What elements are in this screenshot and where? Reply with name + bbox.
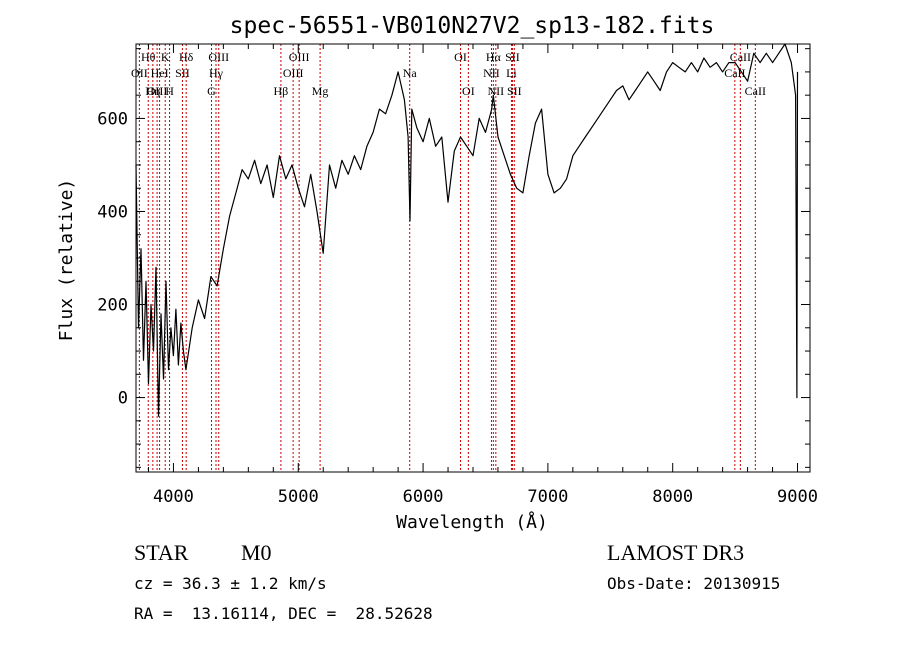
- obs-date-label: Obs-Date: 20130915: [607, 574, 780, 593]
- line-marker-label: Hβ: [274, 84, 289, 98]
- line-marker-label: K: [161, 50, 170, 64]
- x-axis: 4000 5000 6000 7000 8000 9000: [147, 44, 818, 507]
- line-marker-label: OIII: [208, 50, 229, 64]
- x-tick-label: 9000: [777, 487, 818, 507]
- line-marker-label: CaII: [730, 50, 751, 64]
- x-axis-label: Wavelength (Å): [396, 511, 548, 533]
- line-marker-label: Hδ: [179, 50, 194, 64]
- y-tick-label: 400: [97, 202, 128, 222]
- line-marker-label: OIII: [289, 50, 310, 64]
- y-tick-label: 600: [97, 109, 128, 129]
- line-marker-label: G: [207, 84, 216, 98]
- line-marker-label: OIII: [283, 66, 304, 80]
- y-tick-label: 0: [118, 389, 128, 409]
- line-marker-label: OI: [454, 50, 467, 64]
- line-marker-label: Mg: [312, 84, 329, 98]
- y-axis-label: Flux (relative): [56, 179, 77, 342]
- line-marker-label: OII: [131, 66, 148, 80]
- survey-label: LAMOST DR3: [607, 540, 744, 565]
- line-marker-layer: [138, 44, 756, 472]
- chart-title: spec-56551-VB010N27V2_sp13-182.fits: [230, 13, 715, 39]
- redshift-label: cz = 36.3 ± 1.2 km/s: [134, 574, 327, 593]
- line-marker-label: Hη: [145, 84, 160, 98]
- line-marker-label: SII: [505, 50, 520, 64]
- plot-frame: [135, 43, 811, 473]
- coordinates-label: RA = 13.16114, DEC = 28.52628: [134, 604, 433, 623]
- line-marker-label: OIII: [147, 84, 168, 98]
- line-marker-label: OI: [462, 84, 475, 98]
- line-marker-label: NII: [488, 84, 505, 98]
- line-marker-label: NII: [483, 66, 500, 80]
- spectrum-line: [135, 43, 799, 417]
- line-marker-label: Hγ: [209, 66, 224, 80]
- line-marker-label: HeI: [151, 66, 169, 80]
- line-marker-label: H: [165, 84, 174, 98]
- y-tick-label: 200: [97, 296, 128, 316]
- line-marker-label: Li: [506, 66, 517, 80]
- y-axis: 0 200 400 600: [97, 48, 810, 468]
- x-tick-label: 8000: [652, 487, 693, 507]
- class-label: STAR: [134, 540, 189, 565]
- subclass-label: M0: [241, 540, 272, 565]
- line-marker-label: CaII: [745, 84, 766, 98]
- line-marker-label: Hθ: [141, 50, 156, 64]
- x-tick-label: 7000: [527, 487, 568, 507]
- x-tick-label: 4000: [153, 487, 194, 507]
- x-tick-label: 6000: [403, 487, 444, 507]
- line-marker-label: SII: [507, 84, 522, 98]
- line-marker-label: Hα: [486, 50, 502, 64]
- x-tick-label: 5000: [278, 487, 319, 507]
- series-layer: [135, 43, 799, 417]
- line-marker-label: Na: [403, 66, 418, 80]
- line-marker-label: SII: [175, 66, 190, 80]
